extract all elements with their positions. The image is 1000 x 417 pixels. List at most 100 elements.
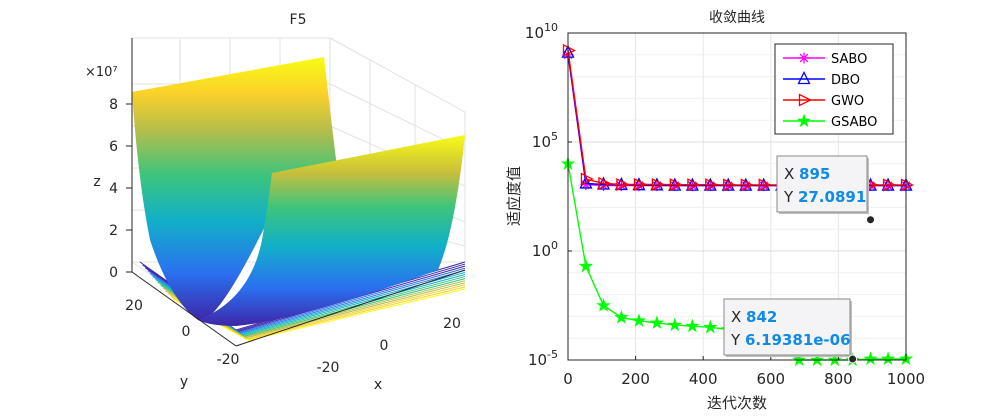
- point-gwo: [723, 178, 737, 192]
- datatip-point[interactable]: [848, 354, 858, 364]
- x-tick-label: 600: [756, 370, 785, 388]
- datatip-y-row: Y 6.19381e-06: [730, 331, 851, 349]
- datatip-y-row: Y 27.0891: [783, 188, 866, 206]
- surface-axes: [131, 38, 466, 347]
- point-gsabo: [596, 297, 611, 312]
- legend-marker-sabo: [798, 52, 810, 64]
- y-tick-exp: 10: [544, 21, 558, 34]
- z-tick-label: 8: [109, 97, 118, 113]
- point-gwo: [882, 178, 897, 192]
- y-tick-base: 10: [532, 133, 551, 151]
- legend-label-dbo: DBO: [831, 73, 860, 88]
- y-tick-label: 10-5: [528, 348, 558, 369]
- y-tick-base: 10: [525, 24, 544, 42]
- x-tick-label: 0: [563, 370, 573, 388]
- y-tick-label: 1010: [525, 21, 558, 42]
- x-tick-label: 0: [380, 338, 389, 354]
- convergence-x-ticks: 0 200 400 600 800 1000: [563, 356, 925, 388]
- point-dbo: [579, 175, 593, 189]
- z-axis-ticks: 0 2 4 6 8: [109, 97, 132, 281]
- x-axis-ticks: -20 0 20: [317, 316, 461, 376]
- point-gsabo: [614, 309, 629, 324]
- point-gwo: [562, 43, 576, 57]
- point-gwo: [740, 178, 754, 192]
- point-gsabo: [667, 317, 682, 332]
- y-axis-ticks: 20 0 -20: [125, 298, 239, 368]
- datatip-y-value: 6.19381e-06: [745, 331, 851, 349]
- x-tick-label: 20: [443, 316, 461, 332]
- point-gwo: [616, 177, 630, 192]
- point-gwo: [705, 178, 719, 192]
- point-gsabo: [809, 352, 825, 367]
- legend-label-gwo: GWO: [831, 94, 864, 109]
- z-tick-label: 6: [109, 139, 118, 155]
- point-gsabo: [792, 352, 807, 367]
- point-gwo: [633, 177, 647, 192]
- legend-box: [774, 43, 894, 135]
- plot-frame: [567, 32, 907, 361]
- point-gsabo: [631, 313, 647, 327]
- legend-marker-dbo: [797, 71, 811, 85]
- z-tick-label: 2: [109, 223, 118, 239]
- x-tick-label: 200: [621, 370, 650, 388]
- datatip-y-label: Y: [730, 331, 745, 349]
- datatip-x-label: X: [784, 165, 799, 183]
- point-gsabo: [880, 351, 896, 366]
- datatip-box: [723, 298, 851, 356]
- datatip-point[interactable]: [866, 215, 876, 225]
- y-axis-label: y: [180, 374, 188, 390]
- legend-marker-gsabo: [796, 113, 812, 128]
- point-gsabo: [578, 258, 594, 273]
- surface-front-wall: [198, 135, 465, 326]
- surface-plot: F5 0 2 4 6 8 ×10⁷ z 2: [85, 12, 466, 393]
- point-gwo: [651, 177, 665, 192]
- legend-marker-gwo: [798, 93, 812, 107]
- z-axis-label: z: [93, 174, 100, 190]
- x-axis-label: x: [374, 377, 382, 393]
- point-gwo: [669, 178, 683, 192]
- point-gwo: [580, 172, 594, 186]
- surface-back-wall: [132, 57, 338, 321]
- z-tick-label: 4: [109, 181, 118, 197]
- datatip-x-value: 895: [799, 165, 830, 183]
- convergence-y-label: 适应度值: [505, 166, 523, 226]
- y-tick-label: 0: [182, 324, 191, 340]
- legend-label-sabo: SABO: [831, 52, 867, 67]
- datatip-y-label: Y: [783, 188, 798, 206]
- y-tick-label: -20: [217, 352, 240, 368]
- point-gsabo: [863, 351, 878, 366]
- datatip-y-value: 27.0891: [798, 188, 866, 206]
- y-tick-base: 10: [532, 242, 551, 260]
- point-gwo: [758, 178, 772, 192]
- x-tick-label: 800: [824, 370, 853, 388]
- x-tick-label: -20: [317, 360, 340, 376]
- point-gsabo: [685, 318, 700, 333]
- datatip-x-label: X: [731, 308, 746, 326]
- point-gsabo: [827, 352, 842, 367]
- convergence-title: 收敛曲线: [709, 10, 765, 26]
- datatip-x-value: 842: [746, 308, 777, 326]
- point-gwo: [900, 178, 914, 192]
- legend[interactable]: SABO DBO GWO GSABO: [774, 43, 894, 135]
- x-tick-label: 1000: [887, 370, 925, 388]
- surface-title: F5: [290, 12, 307, 28]
- datatip-x-row: X 895: [784, 165, 830, 183]
- point-gsabo: [703, 319, 718, 334]
- datatip-x-row: X 842: [731, 308, 777, 326]
- y-tick-label: 20: [125, 298, 143, 314]
- z-tick-label: 0: [109, 265, 118, 281]
- y-tick-base: 10: [528, 351, 547, 369]
- y-tick-exp: -5: [547, 348, 558, 361]
- z-exponent-label: ×10⁷: [85, 65, 118, 80]
- y-tick-exp: 5: [551, 130, 558, 143]
- point-gwo: [687, 178, 701, 192]
- y-tick-label: 100: [532, 239, 558, 260]
- x-tick-label: 400: [689, 370, 718, 388]
- point-gsabo: [649, 315, 665, 330]
